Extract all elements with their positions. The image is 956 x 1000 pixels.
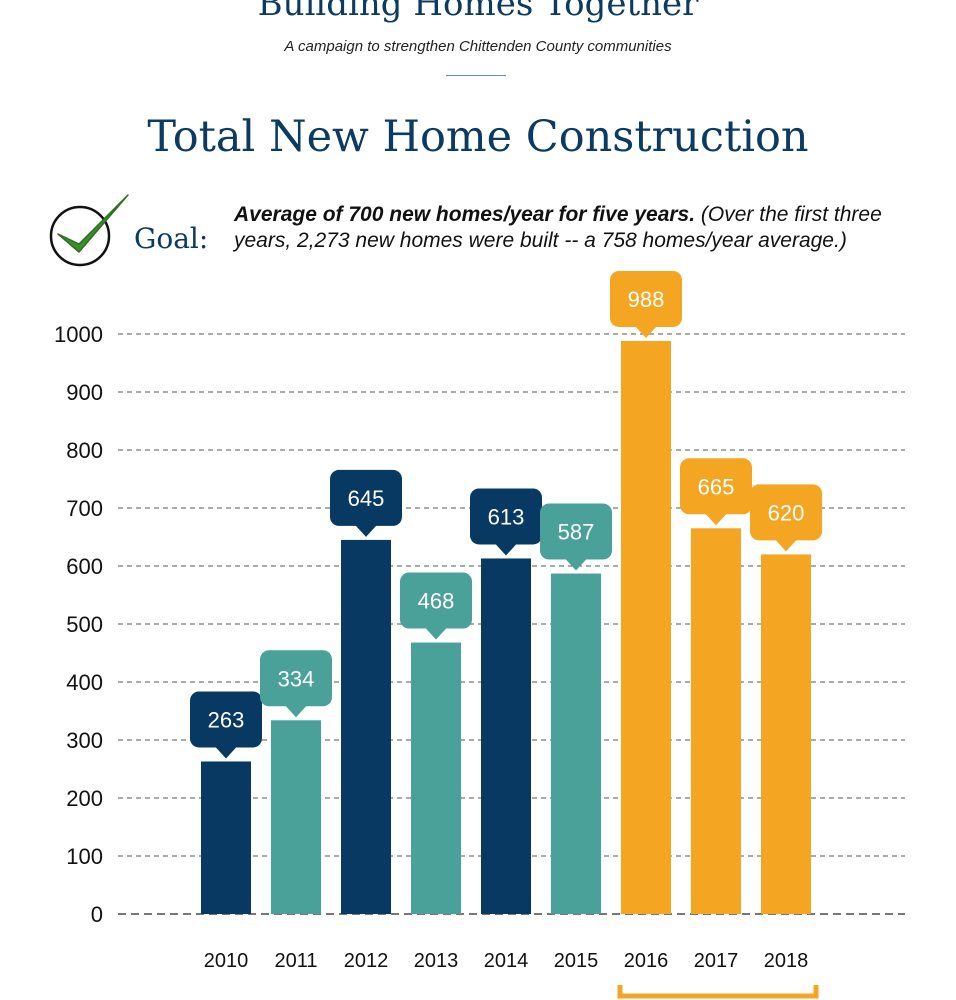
- data-label-pointer: [285, 705, 307, 718]
- data-label-bubble: [330, 469, 402, 526]
- data-label-bubble: [190, 691, 262, 748]
- campaign-title: Building Homes Together: [257, 0, 699, 24]
- data-label-pointer: [355, 524, 377, 537]
- x-tick-label: 2014: [484, 950, 529, 972]
- bar-2016: [621, 340, 671, 915]
- data-label-bubble: [680, 458, 752, 515]
- x-tick-label: 2017: [694, 950, 739, 972]
- bar-chart: 0 100 200 300 400 500 600 700 800 900 1000 2010 263 2…: [54, 270, 905, 999]
- title-divider: [446, 75, 506, 76]
- y-tick-label: 200: [66, 786, 103, 811]
- data-label-pointer: [565, 558, 587, 571]
- bar-2011: [271, 720, 321, 914]
- goal-text: Average of 700 new homes/year for five y…: [234, 202, 914, 254]
- x-tick-label: 2012: [344, 950, 389, 972]
- bar-2010: [201, 761, 251, 914]
- goal-bold-text: Average of 700 new homes/year for five y…: [234, 203, 696, 226]
- campaign-subtitle: A campaign to strengthen Chittenden Coun…: [284, 38, 672, 55]
- highlight-bracket: [617, 985, 819, 999]
- y-tick-label: 700: [66, 496, 103, 521]
- data-label-pointer: [705, 513, 727, 526]
- data-label: 645: [348, 486, 385, 511]
- data-label-bubble: [750, 484, 822, 541]
- y-tick-label: 600: [66, 554, 103, 579]
- bar-2014: [481, 558, 531, 914]
- data-label: 587: [558, 520, 595, 545]
- y-tick-label: 100: [66, 844, 103, 869]
- bar-2015: [551, 573, 601, 914]
- y-tick-label: 900: [66, 380, 103, 405]
- goal-note-text: (Over the first three years, 2,273 new h…: [234, 203, 882, 252]
- bar-2017: [691, 528, 741, 914]
- y-tick-label: 0: [91, 902, 103, 927]
- y-tick-label: 300: [66, 728, 103, 753]
- data-label-pointer: [215, 746, 237, 759]
- data-label: 613: [488, 504, 525, 529]
- data-label: 620: [768, 500, 805, 525]
- data-label-pointer: [425, 627, 447, 640]
- x-tick-label: 2013: [414, 950, 459, 972]
- bar-2013: [411, 642, 461, 914]
- data-label-bubble: [540, 503, 612, 560]
- bar-2018: [761, 554, 811, 914]
- data-label: 334: [278, 666, 315, 691]
- data-label-bubble: [260, 650, 332, 707]
- y-tick-label: 800: [66, 438, 103, 463]
- data-label-pointer: [635, 325, 657, 338]
- bar-2012: [341, 539, 391, 914]
- data-label: 665: [698, 474, 735, 499]
- y-tick-label: 400: [66, 670, 103, 695]
- y-tick-label: 500: [66, 612, 103, 637]
- page-title: Total New Home Construction: [147, 112, 809, 162]
- data-label: 263: [208, 707, 245, 732]
- data-label-bubble: [470, 488, 542, 545]
- data-label-bubble: [610, 270, 682, 327]
- data-label: 468: [418, 589, 455, 614]
- data-label: 988: [628, 287, 665, 312]
- data-label-bubble: [400, 572, 472, 629]
- x-tick-label: 2011: [274, 950, 317, 972]
- data-label-pointer: [775, 539, 797, 552]
- data-label-pointer: [495, 543, 517, 556]
- check-circle-icon: [49, 194, 129, 267]
- x-tick-label: 2018: [764, 950, 809, 972]
- x-tick-label: 2010: [204, 950, 249, 972]
- x-tick-label: 2016: [624, 950, 669, 972]
- y-tick-label: 1000: [54, 322, 103, 347]
- goal-label: Goal:: [134, 222, 209, 255]
- x-tick-label: 2015: [554, 950, 599, 972]
